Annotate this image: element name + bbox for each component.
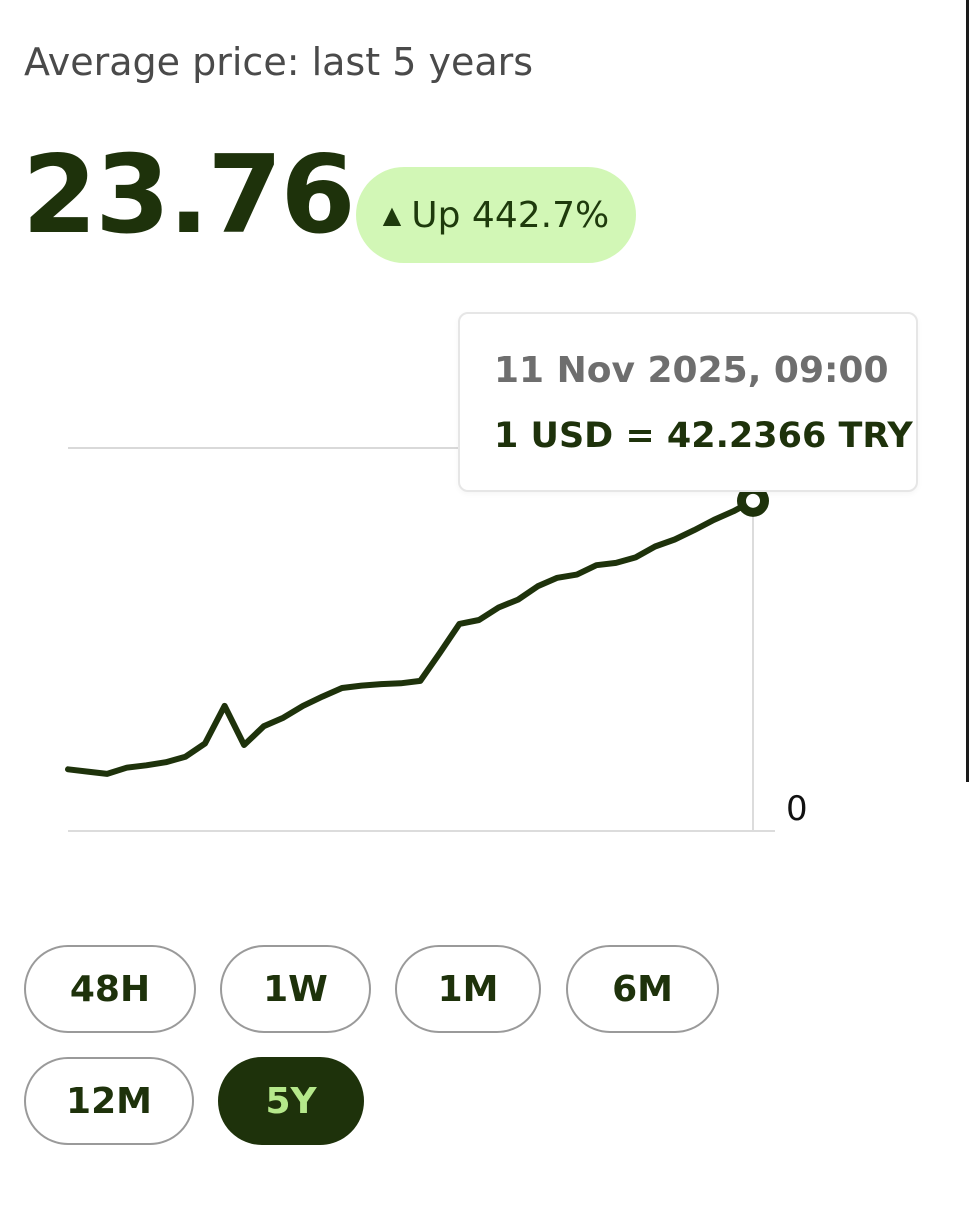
tooltip-rate: 1 USD = 42.2366 TRY — [494, 416, 913, 456]
range-1w-button[interactable]: 1W — [220, 945, 371, 1033]
chart-title: Average price: last 5 years — [24, 40, 534, 84]
price-line-chart[interactable]: 0 — [0, 300, 969, 860]
right-edge-divider — [966, 0, 969, 782]
range-6m-button[interactable]: 6M — [566, 945, 719, 1033]
chart-tooltip: 11 Nov 2025, 09:00 1 USD = 42.2366 TRY — [458, 312, 918, 492]
series-line — [65, 497, 756, 777]
range-12m-button[interactable]: 12M — [24, 1057, 194, 1145]
change-badge: ▲ Up 442.7% — [356, 167, 636, 263]
range-5y-button[interactable]: 5Y — [218, 1057, 364, 1145]
triangle-up-icon: ▲ — [382, 201, 402, 229]
tooltip-datetime: 11 Nov 2025, 09:00 — [494, 350, 889, 391]
y-tick-label: 0 — [786, 789, 808, 829]
range-48h-button[interactable]: 48H — [24, 945, 196, 1033]
average-price-value: 23.76 — [22, 133, 356, 258]
change-label: Up 442.7% — [411, 194, 610, 236]
highlight-marker-center — [746, 493, 760, 508]
range-1m-button[interactable]: 1M — [395, 945, 541, 1033]
